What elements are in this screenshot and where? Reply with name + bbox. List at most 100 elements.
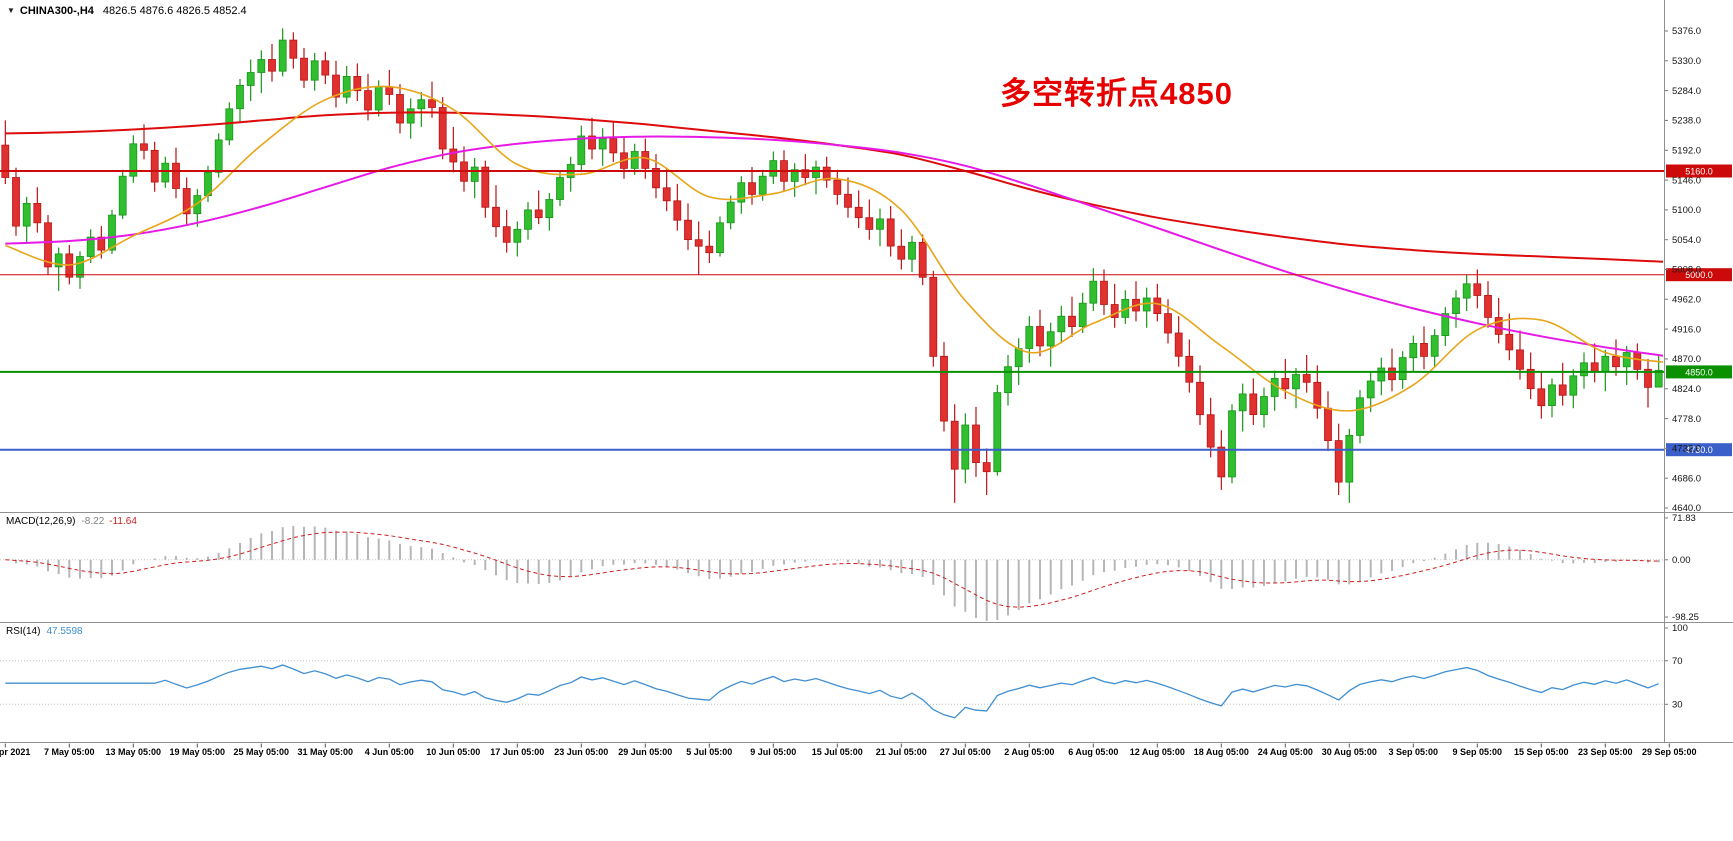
- time-label: 10 Jun 05:00: [426, 747, 481, 757]
- macd-main-value: -8.22: [81, 516, 105, 527]
- candle-body: [1249, 393, 1258, 415]
- candle-body: [97, 236, 106, 251]
- candle-body: [1046, 331, 1055, 347]
- price-level-badge-label: 5160.0: [1685, 166, 1713, 176]
- candle-body: [374, 86, 383, 111]
- macd-tick-label: 71.83: [1672, 513, 1696, 524]
- candle-body: [865, 217, 874, 230]
- candle-body: [1174, 332, 1183, 357]
- time-axis-ticks: [4, 743, 1670, 748]
- price-tick-label: 5008.0: [1672, 265, 1701, 276]
- candle-body: [556, 177, 564, 200]
- symbol-header: ▼ CHINA300-,H4 4826.5 4876.6 4826.5 4852.4: [7, 5, 247, 17]
- time-label: 9 Jul 05:00: [750, 747, 797, 757]
- candle-body: [1281, 377, 1290, 390]
- candle-body: [1505, 333, 1514, 351]
- candle-body: [524, 209, 532, 230]
- candle-body: [1388, 367, 1396, 381]
- symbol-dropdown-arrow-icon[interactable]: ▼: [7, 6, 15, 15]
- time-label: 19 May 05:00: [169, 747, 226, 757]
- time-label: 15 Jul 05:00: [811, 747, 863, 757]
- candle-body: [972, 424, 980, 463]
- candle-body: [428, 99, 436, 108]
- candle-body: [1622, 352, 1631, 368]
- time-label: 5 Jul 05:00: [686, 747, 733, 757]
- candle-body: [1324, 407, 1332, 442]
- candle-body: [513, 228, 522, 243]
- symbol-name: CHINA300-,H4: [19, 5, 94, 17]
- price-scale[interactable]: 5160.0 5000.0 4850.0 4730.0 5376.0 5330.0 5284…: [1664, 26, 1732, 711]
- candle-body: [694, 239, 703, 247]
- candle-body: [492, 206, 500, 228]
- candle-body: [886, 218, 895, 247]
- candle-body: [1164, 313, 1172, 334]
- price-level-badge: [1666, 443, 1732, 457]
- time-label: 3 Sep 05:00: [1388, 747, 1439, 757]
- candle-body: [1057, 315, 1066, 333]
- candle-body: [449, 148, 458, 163]
- candle-body: [86, 236, 95, 257]
- candle-body: [1580, 362, 1588, 377]
- candle-body: [1484, 294, 1492, 318]
- candle-body: [1356, 397, 1364, 436]
- time-label: 21 Jul 05:00: [875, 747, 927, 757]
- candle-body: [609, 138, 618, 154]
- candle-body: [193, 195, 202, 215]
- time-label: 18 Aug 05:00: [1193, 747, 1249, 757]
- candle-body: [1004, 366, 1012, 394]
- macd-tick-label: -98.25: [1672, 612, 1699, 623]
- price-tick-label: 5146.0: [1672, 175, 1701, 186]
- candle-body: [150, 149, 159, 183]
- candle-body: [22, 202, 31, 227]
- candle-body: [1068, 315, 1076, 328]
- candle-body: [748, 182, 756, 195]
- candle-body: [769, 160, 778, 177]
- candle-body: [1217, 446, 1226, 478]
- rsi-label: RSI(14): [6, 626, 41, 637]
- candle-body: [1036, 326, 1044, 347]
- candle-body: [1430, 335, 1439, 357]
- candle-body: [801, 169, 810, 178]
- candle-body: [1644, 368, 1652, 388]
- candle-body: [1420, 342, 1428, 357]
- candle-body: [598, 138, 607, 150]
- candle-body: [833, 179, 842, 195]
- candle-body: [1377, 367, 1386, 382]
- time-label: 2 Aug 05:00: [1004, 747, 1055, 757]
- price-level-badge-label: 4850.0: [1685, 367, 1713, 377]
- candle-body: [1228, 410, 1236, 478]
- rsi-tick-label: 30: [1672, 700, 1683, 711]
- candle-body: [12, 177, 20, 227]
- candle-body: [822, 166, 831, 181]
- ma-fast-orange: [5, 85, 1664, 412]
- candle-body: [310, 60, 319, 81]
- candle-body: [1260, 396, 1268, 416]
- price-tick-label: 5054.0: [1672, 235, 1701, 246]
- time-axis[interactable]: 28 Apr 2021 7 May 05:00 13 May 05:00 19 May…: [0, 747, 1733, 763]
- macd-signal-value: -11.64: [109, 516, 137, 527]
- candle-body: [662, 187, 671, 202]
- candle-body: [1494, 317, 1503, 335]
- candle-body: [812, 166, 820, 178]
- candle-body: [1548, 384, 1556, 406]
- price-tick-label: 5238.0: [1672, 116, 1701, 127]
- candle-body: [129, 143, 138, 177]
- rsi-tick-label: 70: [1672, 656, 1683, 667]
- candle-body: [268, 59, 276, 72]
- candle-body: [289, 39, 298, 59]
- time-label: 28 Apr 2021: [0, 747, 31, 757]
- candle-body: [257, 59, 266, 73]
- moving-averages-layer: [5, 85, 1664, 412]
- price-level-badge-label: 5000.0: [1685, 270, 1713, 280]
- candle-body: [705, 245, 714, 254]
- candle-body: [396, 94, 404, 124]
- candle-body: [577, 135, 586, 165]
- candle-body: [961, 424, 970, 470]
- price-tick-label: 4778.0: [1672, 414, 1701, 425]
- candle-body: [630, 151, 639, 169]
- candle-body: [108, 214, 116, 251]
- candle-body: [1313, 381, 1322, 409]
- candle-body: [1089, 280, 1098, 304]
